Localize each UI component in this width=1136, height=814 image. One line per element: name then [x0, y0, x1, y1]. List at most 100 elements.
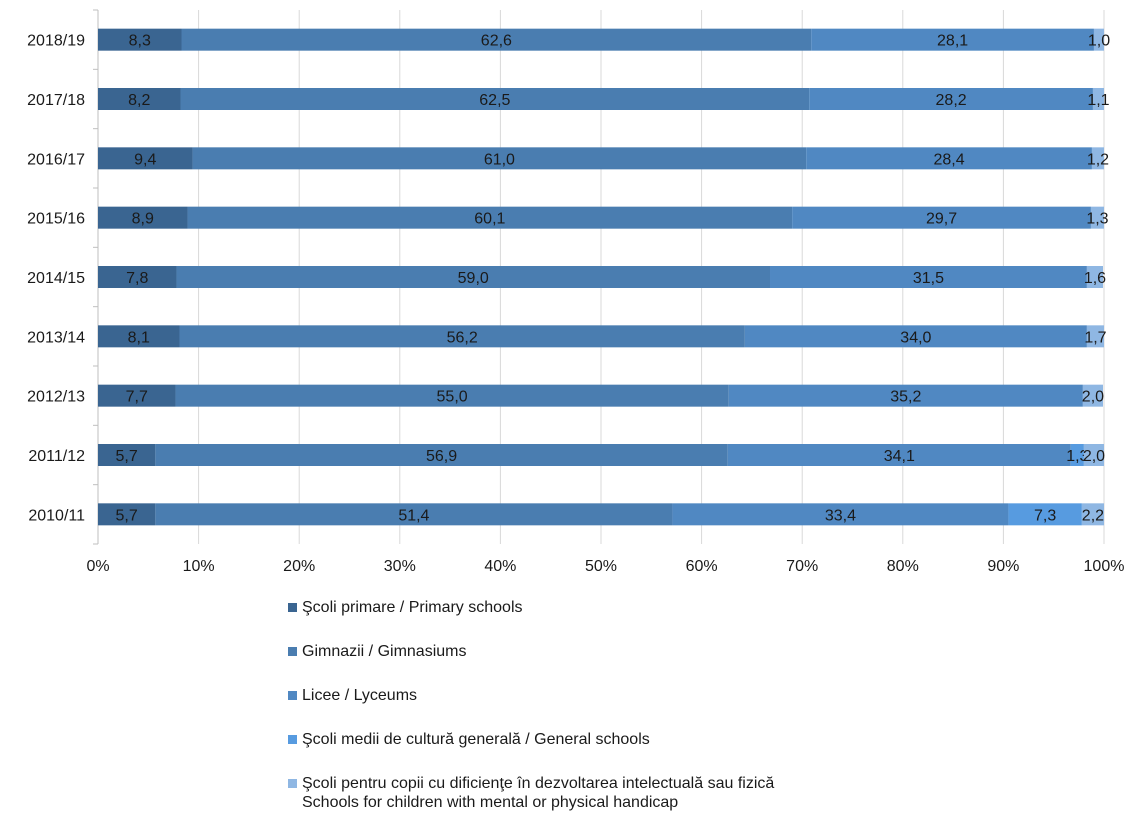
- category-label: 2018/19: [27, 33, 85, 50]
- bar-segment: [98, 28, 182, 51]
- bar-segment: [98, 384, 176, 407]
- data-label: 1,3: [1066, 448, 1088, 465]
- data-label: 8,3: [129, 33, 151, 50]
- x-tick-label: 10%: [183, 558, 215, 575]
- bar-segment: [155, 503, 673, 526]
- data-label: 7,3: [1034, 507, 1056, 524]
- data-label: 8,1: [128, 329, 150, 346]
- legend-swatch: [288, 779, 297, 788]
- bar-segment: [180, 88, 810, 110]
- legend-label: Şcoli primare / Primary schools: [302, 599, 523, 616]
- x-tick-label: 20%: [283, 558, 315, 575]
- bar-segment: [1086, 266, 1103, 288]
- bar-segment: [98, 325, 180, 348]
- legend-label: Licee / Lyceums: [302, 687, 418, 704]
- data-label: 2,0: [1082, 389, 1104, 406]
- data-label: 56,2: [447, 329, 478, 346]
- data-label: 1,6: [1084, 270, 1106, 287]
- data-label: 56,9: [426, 448, 457, 465]
- bar-segment: [1081, 503, 1104, 526]
- data-label: 51,4: [398, 507, 429, 524]
- data-label: 1,3: [1086, 211, 1108, 228]
- bar-segment: [1092, 88, 1104, 110]
- bar-segment: [1082, 384, 1103, 407]
- x-tick-label: 60%: [686, 558, 718, 575]
- bar-segment: [1093, 28, 1104, 51]
- data-label: 2,2: [1082, 507, 1104, 524]
- data-label: 2,0: [1083, 448, 1105, 465]
- bar-segment: [98, 503, 156, 526]
- data-label: 8,9: [132, 211, 154, 228]
- legend-swatch: [288, 647, 297, 656]
- data-label: 1,2: [1087, 151, 1109, 168]
- data-label: 55,0: [437, 389, 468, 406]
- bar-segment: [175, 384, 729, 407]
- bar-segment: [179, 325, 745, 348]
- bar-segment: [98, 444, 156, 466]
- category-label: 2015/16: [27, 211, 85, 228]
- data-label: 35,2: [890, 389, 921, 406]
- legend-swatch: [288, 691, 297, 700]
- bar-segment: [155, 444, 728, 466]
- data-label: 8,2: [128, 92, 150, 109]
- bar-segment: [727, 444, 1071, 466]
- x-tick-label: 40%: [484, 558, 516, 575]
- data-label: 28,1: [937, 33, 968, 50]
- data-label: 29,7: [926, 211, 957, 228]
- data-label: 1,7: [1084, 329, 1106, 346]
- category-label: 2013/14: [27, 329, 85, 346]
- data-label: 5,7: [116, 448, 138, 465]
- bar-segment: [806, 147, 1092, 170]
- data-label: 1,0: [1088, 33, 1110, 50]
- legend-label: Şcoli medii de cultură generală / Genera…: [302, 731, 650, 748]
- bar-segment: [1070, 444, 1084, 466]
- bar-segment: [1090, 206, 1104, 229]
- bar-segment: [187, 206, 793, 229]
- bar-segment: [728, 384, 1083, 407]
- data-label: 60,1: [474, 211, 505, 228]
- data-label: 7,7: [126, 389, 148, 406]
- x-tick-label: 50%: [585, 558, 617, 575]
- x-tick-label: 30%: [384, 558, 416, 575]
- data-label: 62,6: [481, 33, 512, 50]
- bar-segment: [98, 88, 181, 110]
- bar-segment: [770, 266, 1087, 288]
- data-label: 1,1: [1087, 92, 1109, 109]
- x-tick-label: 0%: [86, 558, 109, 575]
- bar-segment: [1083, 444, 1104, 466]
- data-label: 34,1: [884, 448, 915, 465]
- category-label: 2016/17: [27, 151, 85, 168]
- data-label: 7,8: [126, 270, 148, 287]
- category-label: 2017/18: [27, 92, 85, 109]
- legend-swatch: [288, 735, 297, 744]
- x-tick-label: 100%: [1084, 558, 1125, 575]
- data-label: 34,0: [900, 329, 931, 346]
- bar-segment: [792, 206, 1091, 229]
- bar-segment: [811, 28, 1094, 51]
- data-label: 62,5: [479, 92, 510, 109]
- data-label: 33,4: [825, 507, 856, 524]
- bar-segment: [1091, 147, 1104, 170]
- bar-segment: [672, 503, 1009, 526]
- data-label: 5,7: [116, 507, 138, 524]
- bar-segment: [181, 28, 812, 51]
- data-label: 9,4: [134, 151, 156, 168]
- x-tick-label: 90%: [987, 558, 1019, 575]
- bar-segment: [809, 88, 1093, 110]
- bar-segment: [98, 206, 188, 229]
- data-label: 28,2: [936, 92, 967, 109]
- stacked-bar-chart: 0% 10% 20% 30% 40% 50% 60% 70% 80% 90% 100% 2018/19…: [27, 9, 1125, 575]
- bar-segment: [98, 147, 193, 170]
- category-label: 2010/11: [28, 507, 85, 524]
- x-tick-label: 80%: [887, 558, 919, 575]
- data-label: 28,4: [934, 151, 965, 168]
- category-label: 2012/13: [27, 389, 85, 406]
- legend-label: Şcoli pentru copii cu dificienţe în dezv…: [302, 775, 775, 811]
- bar-segment: [192, 147, 807, 170]
- bar-segment: [98, 266, 177, 288]
- legend-label: Gimnazii / Gimnasiums: [302, 643, 467, 660]
- category-label: 2014/15: [27, 270, 85, 287]
- bar-segment: [1086, 325, 1104, 348]
- bar-segment: [176, 266, 771, 288]
- category-label: 2011/12: [28, 448, 85, 465]
